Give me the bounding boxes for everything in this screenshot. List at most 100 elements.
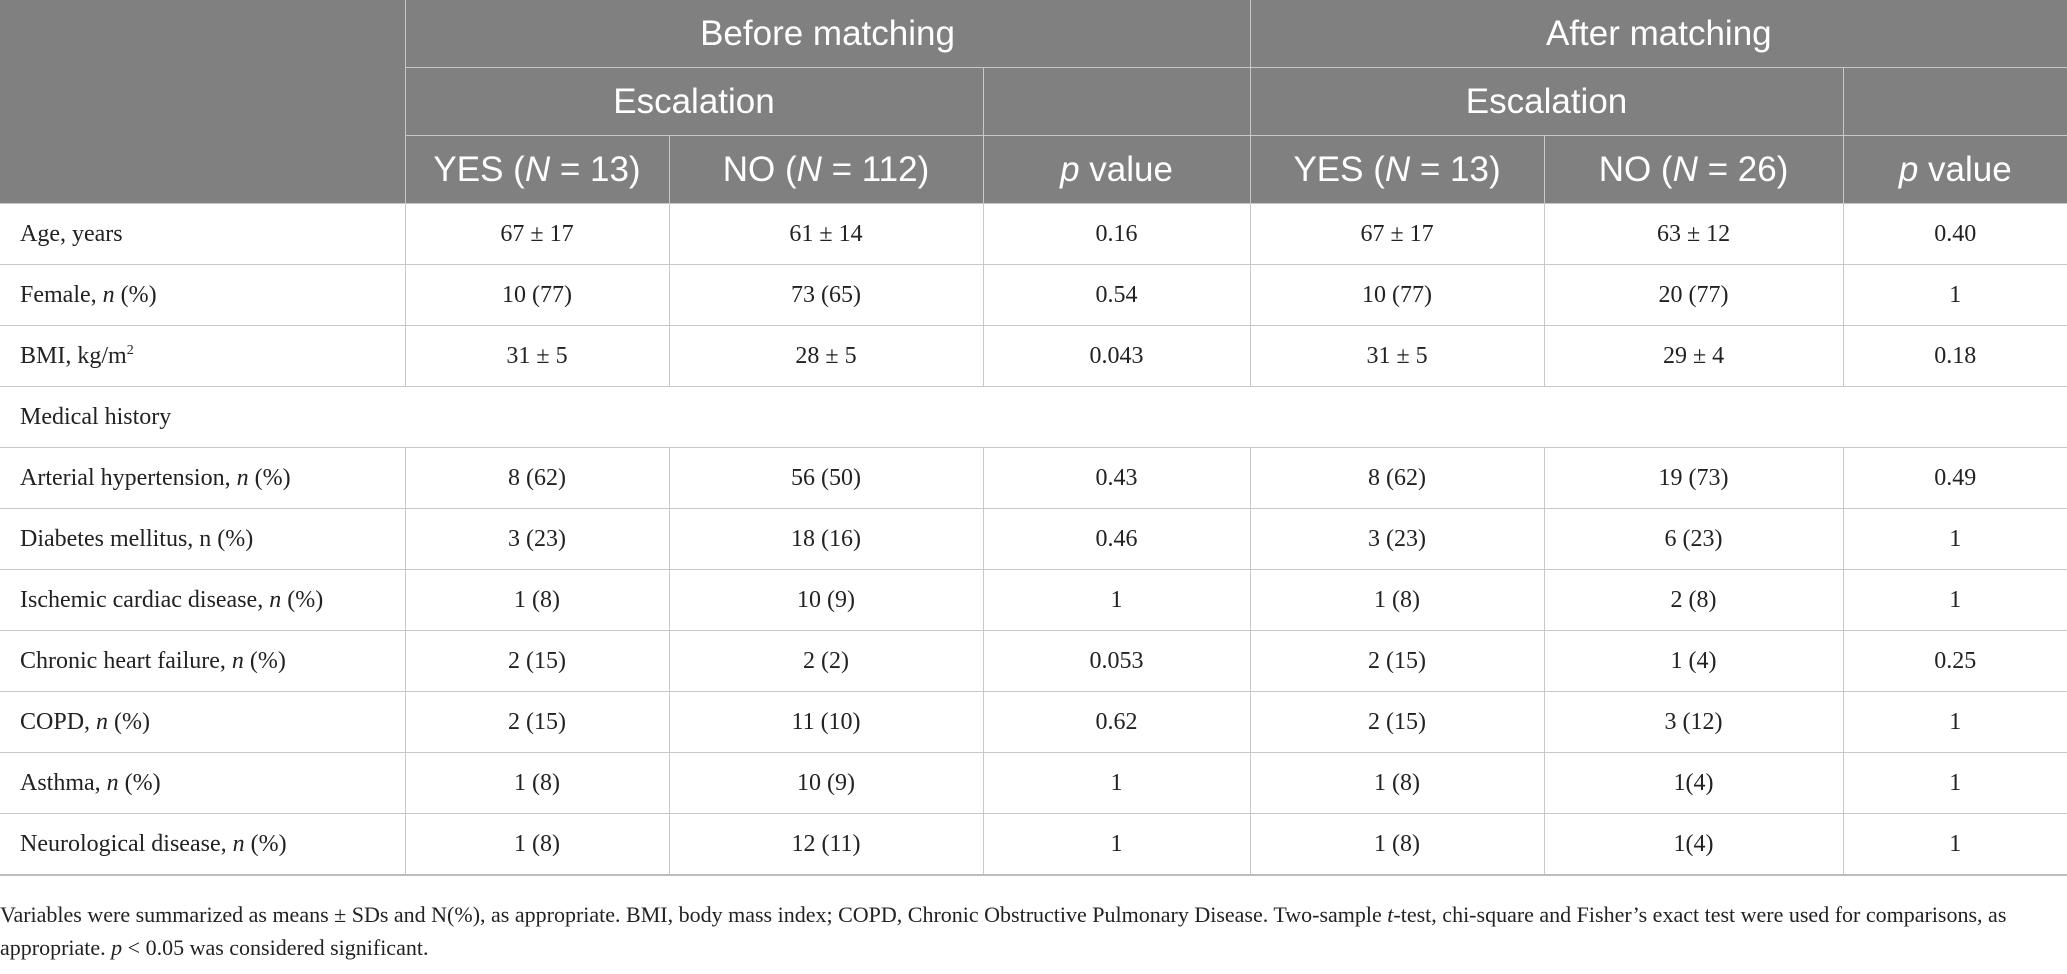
- cell-after-p: 0.40: [1842, 203, 2067, 265]
- cell-before-no: 28 ± 5: [668, 325, 984, 387]
- cell-before-yes: 8 (62): [404, 447, 670, 509]
- header-row-groups: Before matching After matching: [0, 0, 2067, 204]
- header-before-escalation: Escalation: [405, 67, 984, 136]
- header-before-blank: [982, 67, 1251, 136]
- table-footnote: Variables were summarized as means ± SDs…: [0, 902, 2007, 960]
- header-after-blank: [1842, 67, 2067, 136]
- cell-after-yes: 67 ± 17: [1249, 203, 1545, 265]
- cell-before-p: 1: [982, 569, 1251, 631]
- cell-after-p: 1: [1842, 691, 2067, 753]
- cell-after-p: 0.18: [1842, 325, 2067, 387]
- table-row-female: Female, n (%) 10 (77) 73 (65) 0.54 10 (7…: [0, 264, 2067, 326]
- table-row-neurological-disease: Neurological disease, n (%) 1 (8) 12 (11…: [0, 813, 2067, 876]
- cell-after-no: 1(4): [1543, 813, 1844, 876]
- row-label: Neurological disease, n (%): [0, 813, 406, 876]
- cell-after-yes: 10 (77): [1249, 264, 1545, 326]
- cell-after-yes: 2 (15): [1249, 691, 1545, 753]
- cell-after-p: 0.49: [1842, 447, 2067, 509]
- cell-before-yes: 1 (8): [404, 752, 670, 814]
- cell-before-yes: 2 (15): [404, 630, 670, 692]
- header-row-columns: YES (N = 13) NO (N = 112) p value YES (N…: [0, 135, 2067, 204]
- cell-after-p: 1: [1842, 508, 2067, 570]
- cell-before-yes: 3 (23): [404, 508, 670, 570]
- table-row-diabetes: Diabetes mellitus, n (%) 3 (23) 18 (16) …: [0, 508, 2067, 570]
- cell-before-yes: 10 (77): [404, 264, 670, 326]
- table-row-arterial-hypertension: Arterial hypertension, n (%) 8 (62) 56 (…: [0, 447, 2067, 509]
- cell-after-no: 19 (73): [1543, 447, 1844, 509]
- section-heading: Medical history: [0, 386, 2067, 448]
- cell-before-p: 0.54: [982, 264, 1251, 326]
- cell-before-p: 1: [982, 752, 1251, 814]
- cell-after-yes: 1 (8): [1249, 569, 1545, 631]
- header-before-p-value: p value: [982, 135, 1251, 204]
- table-row-bmi: BMI, kg/m2 31 ± 5 28 ± 5 0.043 31 ± 5 29…: [0, 325, 2067, 387]
- cell-after-yes: 2 (15): [1249, 630, 1545, 692]
- row-label: Ischemic cardiac disease, n (%): [0, 569, 406, 631]
- cell-before-yes: 2 (15): [404, 691, 670, 753]
- header-after-escalation: Escalation: [1249, 67, 1844, 136]
- row-label: BMI, kg/m2: [0, 325, 406, 387]
- cell-after-no: 1 (4): [1543, 630, 1844, 692]
- cell-before-no: 10 (9): [668, 569, 984, 631]
- header-after-no: NO (N = 26): [1543, 135, 1844, 204]
- row-label: Diabetes mellitus, n (%): [0, 508, 406, 570]
- cell-after-no: 63 ± 12: [1543, 203, 1844, 265]
- cell-before-p: 0.16: [982, 203, 1251, 265]
- row-label: Asthma, n (%): [0, 752, 406, 814]
- table-row-age: Age, years 67 ± 17 61 ± 14 0.16 67 ± 17 …: [0, 203, 2067, 265]
- cell-after-p: 1: [1842, 813, 2067, 876]
- header-after-matching: After matching: [1249, 0, 2067, 68]
- table-row-copd: COPD, n (%) 2 (15) 11 (10) 0.62 2 (15) 3…: [0, 691, 2067, 753]
- table-row-chronic-heart-failure: Chronic heart failure, n (%) 2 (15) 2 (2…: [0, 630, 2067, 692]
- cell-after-yes: 1 (8): [1249, 813, 1545, 876]
- cell-after-yes: 1 (8): [1249, 752, 1545, 814]
- cell-after-yes: 3 (23): [1249, 508, 1545, 570]
- header-row-subgroups: Escalation Escalation: [0, 67, 2067, 136]
- cell-before-p: 0.43: [982, 447, 1251, 509]
- cell-before-yes: 1 (8): [404, 569, 670, 631]
- cell-before-yes: 31 ± 5: [404, 325, 670, 387]
- header-after-yes: YES (N = 13): [1249, 135, 1545, 204]
- cell-after-no: 3 (12): [1543, 691, 1844, 753]
- header-before-matching: Before matching: [404, 0, 1251, 68]
- cell-before-no: 56 (50): [668, 447, 984, 509]
- cell-before-no: 12 (11): [668, 813, 984, 876]
- cell-after-no: 6 (23): [1543, 508, 1844, 570]
- cell-before-p: 0.053: [982, 630, 1251, 692]
- row-label: Female, n (%): [0, 264, 406, 326]
- cell-before-no: 61 ± 14: [668, 203, 984, 265]
- header-before-no: NO (N = 112): [668, 135, 984, 204]
- cell-after-no: 29 ± 4: [1543, 325, 1844, 387]
- cell-before-no: 10 (9): [668, 752, 984, 814]
- cell-after-p: 0.25: [1842, 630, 2067, 692]
- cell-after-yes: 31 ± 5: [1249, 325, 1545, 387]
- cell-after-no: 1(4): [1543, 752, 1844, 814]
- table-row-medical-history-section: Medical history: [0, 386, 2067, 448]
- cell-before-p: 0.62: [982, 691, 1251, 753]
- cell-after-yes: 8 (62): [1249, 447, 1545, 509]
- table-row-asthma: Asthma, n (%) 1 (8) 10 (9) 1 1 (8) 1(4) …: [0, 752, 2067, 814]
- cell-after-no: 20 (77): [1543, 264, 1844, 326]
- table-row-ischemic-cardiac-disease: Ischemic cardiac disease, n (%) 1 (8) 10…: [0, 569, 2067, 631]
- cell-before-no: 73 (65): [668, 264, 984, 326]
- cell-before-no: 18 (16): [668, 508, 984, 570]
- cell-after-p: 1: [1842, 752, 2067, 814]
- row-label: Age, years: [0, 203, 406, 265]
- baseline-characteristics-table: Before matching After matching Escalatio…: [0, 0, 2067, 876]
- cell-after-p: 1: [1842, 264, 2067, 326]
- cell-before-no: 2 (2): [668, 630, 984, 692]
- cell-before-yes: 67 ± 17: [404, 203, 670, 265]
- row-label: Arterial hypertension, n (%): [0, 447, 406, 509]
- row-label: COPD, n (%): [0, 691, 406, 753]
- cell-before-p: 0.46: [982, 508, 1251, 570]
- cell-before-no: 11 (10): [668, 691, 984, 753]
- header-before-yes: YES (N = 13): [405, 135, 670, 204]
- cell-after-p: 1: [1842, 569, 2067, 631]
- cell-before-yes: 1 (8): [404, 813, 670, 876]
- cell-before-p: 1: [982, 813, 1251, 876]
- header-blank-cell: [0, 0, 406, 204]
- cell-before-p: 0.043: [982, 325, 1251, 387]
- cell-after-no: 2 (8): [1543, 569, 1844, 631]
- row-label: Chronic heart failure, n (%): [0, 630, 406, 692]
- header-after-p-value: p value: [1842, 135, 2067, 204]
